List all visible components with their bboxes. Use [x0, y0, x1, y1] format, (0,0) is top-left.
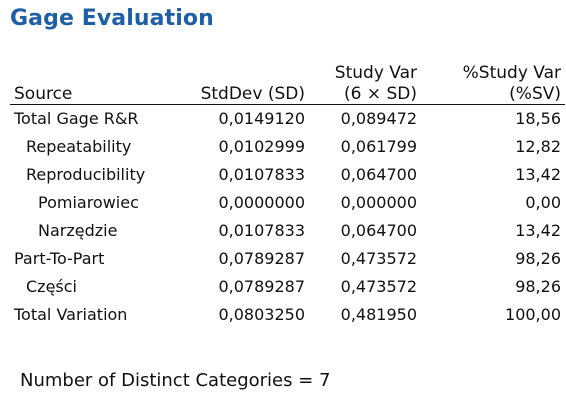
distinct-categories-text: Number of Distinct Categories = 7 — [20, 370, 331, 391]
table-row: Repeatability 0,0102999 0,061799 12,82 — [10, 133, 565, 161]
row-pct-studyvar: 100,00 — [505, 305, 561, 325]
row-studyvar: 0,061799 — [340, 137, 417, 157]
row-stddev: 0,0803250 — [218, 305, 305, 325]
table-header-row: Source StdDev (SD) Study Var (6 × SD) %S… — [10, 54, 565, 105]
row-source: Repeatability — [26, 137, 132, 157]
table-row: Narzędzie 0,0107833 0,064700 13,42 — [10, 217, 565, 245]
row-studyvar: 0,000000 — [340, 193, 417, 213]
table-row: Pomiarowiec 0,0000000 0,000000 0,00 — [10, 189, 565, 217]
row-pct-studyvar: 12,82 — [515, 137, 561, 157]
row-stddev: 0,0102999 — [218, 137, 305, 157]
header-stddev: StdDev (SD) — [189, 54, 307, 105]
table-header: Source StdDev (SD) Study Var (6 × SD) %S… — [10, 54, 565, 105]
row-stddev: 0,0789287 — [218, 277, 305, 297]
row-stddev: 0,0149120 — [218, 109, 305, 129]
header-pct-studyvar-line2: (%SV) — [509, 83, 561, 104]
row-pct-studyvar: 98,26 — [515, 277, 561, 297]
row-source: Pomiarowiec — [38, 193, 139, 213]
header-source: Source — [10, 54, 189, 105]
row-source: Total Gage R&R — [14, 109, 139, 129]
row-studyvar: 0,473572 — [340, 249, 417, 269]
row-stddev: 0,0000000 — [218, 193, 305, 213]
header-studyvar-line2: (6 × SD) — [343, 83, 417, 104]
row-source: Reproducibility — [26, 165, 146, 185]
row-studyvar: 0,064700 — [340, 221, 417, 241]
row-pct-studyvar: 13,42 — [515, 221, 561, 241]
row-stddev: 0,0107833 — [218, 165, 305, 185]
header-stddev-label: StdDev (SD) — [200, 83, 305, 104]
row-pct-studyvar: 0,00 — [525, 193, 561, 213]
row-source: Narzędzie — [38, 221, 118, 241]
row-pct-studyvar: 98,26 — [515, 249, 561, 269]
header-studyvar: Study Var (6 × SD) — [307, 54, 417, 105]
header-source-label: Source — [14, 83, 73, 104]
row-source: Części — [26, 277, 77, 297]
table-row: Total Variation 0,0803250 0,481950 100,0… — [10, 301, 565, 329]
header-studyvar-line1: Study Var — [334, 63, 417, 84]
table-row: Total Gage R&R 0,0149120 0,089472 18,56 — [10, 105, 565, 134]
row-source: Total Variation — [14, 305, 128, 325]
table-row: Reproducibility 0,0107833 0,064700 13,42 — [10, 161, 565, 189]
row-stddev: 0,0107833 — [218, 221, 305, 241]
row-pct-studyvar: 13,42 — [515, 165, 561, 185]
row-studyvar: 0,473572 — [340, 277, 417, 297]
table-body: Total Gage R&R 0,0149120 0,089472 18,56 … — [10, 105, 565, 330]
gage-evaluation-table: Source StdDev (SD) Study Var (6 × SD) %S… — [10, 54, 565, 329]
row-source: Part-To-Part — [14, 249, 105, 269]
row-pct-studyvar: 18,56 — [515, 109, 561, 129]
table-row: Part-To-Part 0,0789287 0,473572 98,26 — [10, 245, 565, 273]
row-stddev: 0,0789287 — [218, 249, 305, 269]
page-title: Gage Evaluation — [10, 6, 214, 31]
header-pct-studyvar: %Study Var (%SV) — [417, 54, 565, 105]
table-row: Części 0,0789287 0,473572 98,26 — [10, 273, 565, 301]
header-pct-studyvar-line1: %Study Var — [462, 63, 561, 84]
row-studyvar: 0,089472 — [340, 109, 417, 129]
row-studyvar: 0,064700 — [340, 165, 417, 185]
row-studyvar: 0,481950 — [340, 305, 417, 325]
